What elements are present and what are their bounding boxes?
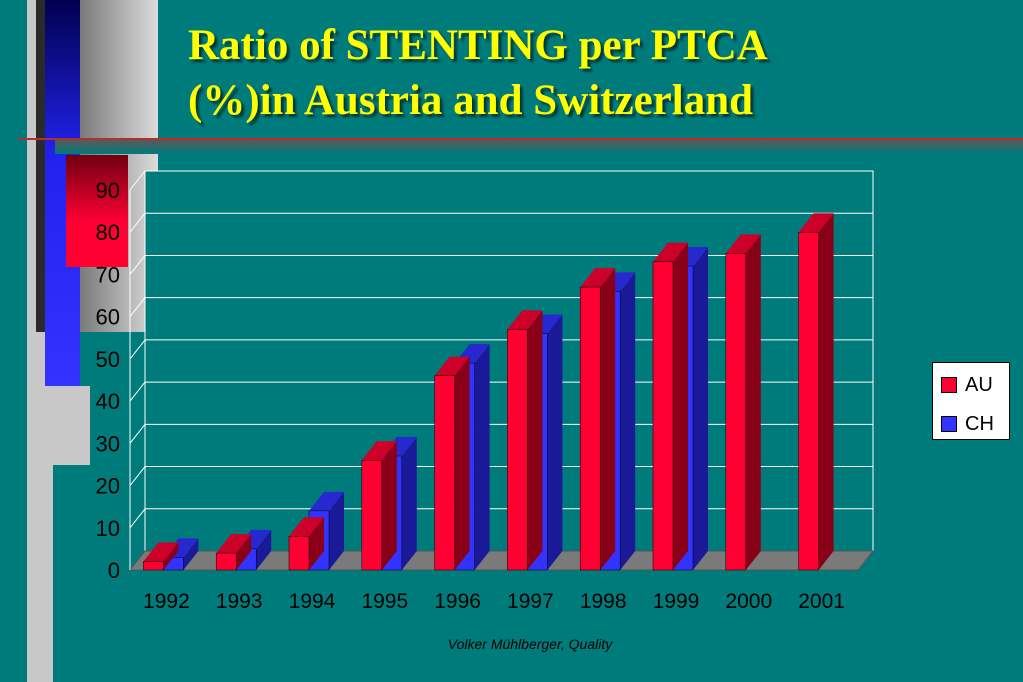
slide-footer: Volker Mühlberger, Quality bbox=[447, 636, 613, 652]
gridline-side bbox=[129, 466, 146, 486]
bar-au-1998-side bbox=[600, 268, 616, 570]
x-tick-label: 1992 bbox=[143, 590, 190, 613]
chart-legend: AU CH bbox=[932, 362, 1010, 440]
bar-ch-1996-side bbox=[474, 344, 490, 570]
gridline-side bbox=[129, 297, 146, 317]
gridline-side bbox=[129, 381, 146, 402]
bar-au-1999-top bbox=[653, 242, 688, 262]
decor-light-panel bbox=[49, 386, 90, 465]
bar-au-1994 bbox=[288, 535, 310, 571]
bar-au-2000-side bbox=[745, 234, 761, 571]
bar-au-2001-top bbox=[798, 213, 834, 233]
gridline-side bbox=[129, 339, 146, 360]
x-tick-label: 1994 bbox=[289, 590, 336, 613]
y-tick-label: 20 bbox=[96, 474, 120, 499]
bar-ch-1994-side bbox=[329, 491, 344, 570]
bar-ch-1992-side bbox=[183, 538, 199, 570]
bar-au-1993-top bbox=[216, 534, 252, 554]
bar-au-1994-top bbox=[289, 517, 324, 537]
gridline-side bbox=[129, 424, 146, 444]
bar-au-1992 bbox=[143, 561, 164, 571]
bar-au-1999-side bbox=[673, 242, 688, 570]
bar-au-1999 bbox=[652, 261, 674, 571]
y-tick-label: 90 bbox=[96, 178, 120, 203]
legend-item-au: AU bbox=[941, 373, 993, 397]
x-tick-label: 2000 bbox=[725, 590, 772, 613]
bar-au-1998 bbox=[579, 286, 601, 571]
bar-au-1992-side bbox=[163, 542, 179, 570]
gridline-side bbox=[129, 170, 146, 191]
bar-au-1996-side bbox=[454, 356, 470, 570]
y-tick-label: 40 bbox=[96, 389, 120, 414]
bar-au-1992-top bbox=[143, 542, 179, 562]
y-tick-label: 10 bbox=[96, 516, 120, 541]
bar-au-2001-side bbox=[818, 213, 834, 570]
bar-au-1996-top bbox=[434, 356, 470, 376]
y-tick-label: 30 bbox=[96, 431, 120, 456]
bar-ch-1997-side bbox=[547, 314, 563, 570]
bar-au-2000 bbox=[725, 253, 747, 571]
x-tick-label: 1998 bbox=[580, 590, 627, 613]
legend-label-ch: CH bbox=[965, 412, 994, 435]
legend-item-ch: CH bbox=[941, 412, 994, 436]
legend-swatch-ch bbox=[941, 416, 957, 432]
title-line-2: (%)in Austria and Switzerland bbox=[188, 77, 754, 124]
y-tick-label: 50 bbox=[96, 347, 120, 372]
y-tick-label: 70 bbox=[96, 262, 120, 287]
bar-au-1997-top bbox=[507, 310, 543, 330]
legend-swatch-au bbox=[941, 377, 957, 393]
bar-au-1998-top bbox=[580, 268, 616, 288]
bar-au-1996 bbox=[434, 375, 455, 571]
decor-divider-line bbox=[18, 138, 1023, 140]
y-tick-label: 80 bbox=[96, 220, 120, 245]
decor-shadow-band bbox=[55, 140, 1023, 154]
x-tick-label: 2001 bbox=[798, 590, 845, 613]
bar-au-1997-side bbox=[527, 310, 543, 570]
x-tick-label: 1996 bbox=[434, 590, 481, 613]
bar-au-1993 bbox=[215, 552, 237, 571]
gridline-side bbox=[129, 212, 146, 233]
bar-ch-1993-side bbox=[256, 529, 272, 570]
x-tick-label: 1999 bbox=[653, 590, 700, 613]
decor-red-block bbox=[66, 155, 128, 267]
slide-title: Ratio of STENTING per PTCA (%)in Austria… bbox=[188, 18, 768, 128]
gridline-side bbox=[129, 508, 146, 529]
bar-au-2000-top bbox=[725, 234, 761, 254]
gridline-side bbox=[129, 255, 146, 275]
legend-label-au: AU bbox=[965, 373, 993, 396]
bar-ch-1995-side bbox=[401, 437, 417, 570]
title-line-1: Ratio of STENTING per PTCA bbox=[188, 22, 768, 69]
x-tick-label: 1997 bbox=[507, 590, 554, 613]
bar-au-1995 bbox=[361, 459, 383, 571]
x-tick-label: 1993 bbox=[216, 590, 263, 613]
bar-au-2001 bbox=[798, 231, 819, 571]
y-tick-label: 60 bbox=[96, 305, 120, 330]
bar-ch-1999-side bbox=[693, 247, 708, 570]
bar-ch-1998-side bbox=[620, 272, 636, 570]
bar-ch-1994-top bbox=[309, 491, 344, 511]
bar-au-1995-top bbox=[361, 441, 397, 461]
bar-au-1997 bbox=[507, 329, 528, 571]
bar-au-1993-side bbox=[236, 534, 252, 570]
y-tick-label: 0 bbox=[108, 558, 120, 583]
bar-au-1995-side bbox=[381, 441, 397, 570]
decor-dark-strip bbox=[36, 0, 46, 332]
x-tick-label: 1995 bbox=[361, 590, 408, 613]
bar-au-1994-side bbox=[309, 517, 324, 570]
